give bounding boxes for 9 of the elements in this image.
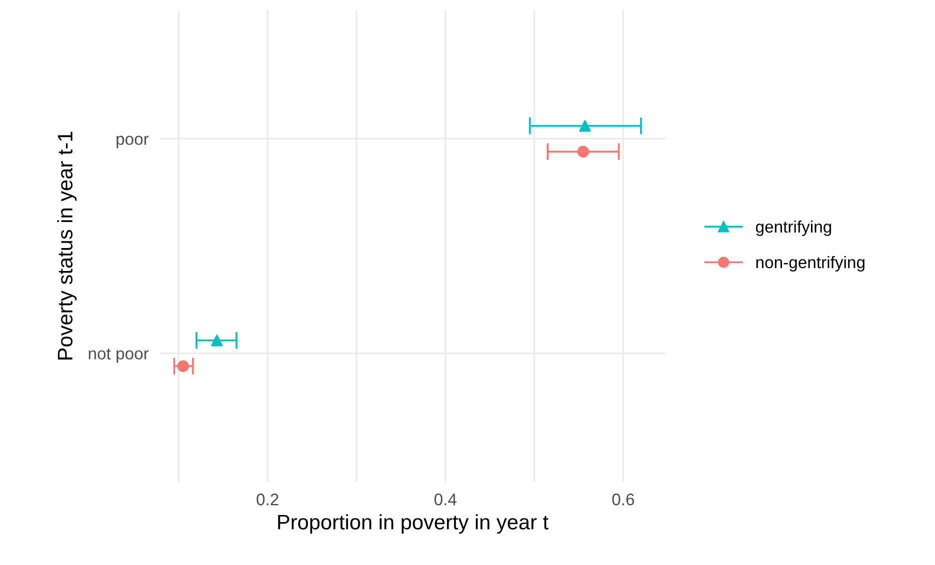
legend-label: non-gentrifying	[756, 256, 864, 272]
x-tick-label: 0.2	[256, 494, 278, 506]
y-axis-title: Poverty status in year t-1	[57, 132, 77, 360]
legend-label: gentrifying	[756, 220, 832, 236]
x-tick-label: 0.6	[612, 494, 634, 506]
x-axis-title: Proportion in poverty in year t	[278, 514, 548, 534]
y-tick-label: poor	[116, 136, 149, 148]
y-tick-label: not poor	[88, 348, 149, 363]
x-tick-label: 0.4	[434, 494, 456, 506]
